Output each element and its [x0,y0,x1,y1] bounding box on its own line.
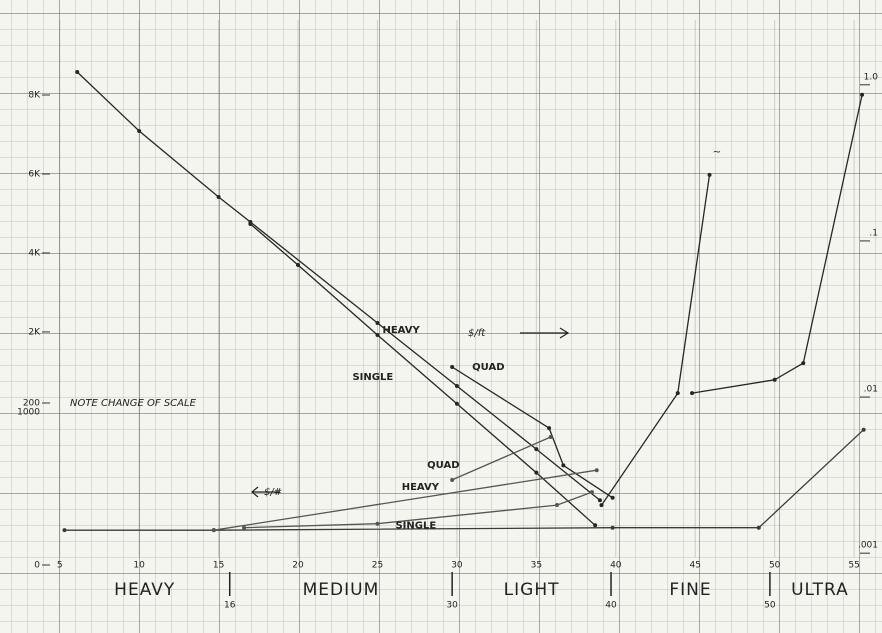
annotation-arrows [252,328,568,497]
data-point [375,333,379,337]
data-point [75,70,79,74]
band-label: HEAVY [114,580,175,600]
series-label: HEAVY [402,482,440,493]
data-point [690,391,694,395]
data-point [296,263,300,267]
x-tick-label: 35 [531,561,542,571]
x-tick-label: 55 [848,561,859,571]
series-label: SINGLE [395,521,436,532]
x-tick-label: 15 [213,561,224,571]
series-label: HEAVY [382,325,420,336]
data-point [549,435,553,439]
series-line [452,367,612,498]
data-point [757,526,761,530]
band-label: FINE [669,580,711,600]
data-point [450,365,454,369]
band-label: ULTRA [791,580,849,600]
x-tick-label: 20 [292,561,304,571]
y2-tick-label: .01 [864,385,878,395]
annotation: $/ft [468,328,486,339]
annotation: ~ [713,147,721,158]
annotation: NOTE CHANGE OF SCALE [70,398,197,409]
annotation: $/# [264,487,282,498]
data-point [375,321,379,325]
y-tick-label: 4K [28,248,41,258]
data-point [555,503,559,507]
data-point [534,471,538,475]
data-point [599,503,603,507]
chart: 02002K4K6K8K.001.01.11.05101520253035404… [0,0,882,633]
annotation: 1000 [17,408,40,418]
data-point [595,468,599,472]
series-label: SINGLE [352,372,393,383]
data-point [860,93,864,97]
band-label: LIGHT [504,580,560,600]
data-point [611,496,615,500]
data-point [676,391,680,395]
data-point [561,463,565,467]
x2-tick-label: 40 [605,601,617,611]
data-point [598,498,602,502]
data-point [590,490,594,494]
x2-tick-label: 50 [764,601,776,611]
series-line [602,175,710,505]
series-line [692,95,862,393]
data-point [455,402,459,406]
series-label: QUAD [427,460,459,471]
x-tick-label: 30 [451,561,463,571]
data-point [217,195,221,199]
x-tick-label: 40 [610,561,622,571]
x-tick-label: 45 [690,561,701,571]
data-point [801,361,805,365]
data-point [611,526,615,530]
y-tick-label: 6K [28,169,41,179]
data-point [593,523,597,527]
data-point [450,478,454,482]
series-line [77,72,600,500]
x2-tick-label: 30 [446,601,458,611]
x-tick-label: 25 [372,561,383,571]
x-tick-label: 50 [769,561,781,571]
data-point [455,384,459,388]
data-point [708,173,712,177]
arrow-right [520,328,568,338]
data-point [773,378,777,382]
data-point [534,447,538,451]
data-point [547,426,551,430]
data-point [375,522,379,526]
x2-tick-label: 16 [224,601,236,611]
data-point [212,528,216,532]
band-label: MEDIUM [303,580,380,600]
series-line [250,224,595,525]
y2-tick-label: .001 [858,541,878,551]
series-label: QUAD [472,362,504,373]
data-point [248,222,252,226]
y-tick-label: 0 [34,561,40,571]
data-point [62,528,66,532]
y2-tick-label: 1.0 [864,72,879,82]
y-tick-label: 2K [28,327,41,337]
x-tick-label: 5 [57,561,63,571]
y2-tick-label: .1 [869,228,878,238]
x-tick-label: 10 [133,561,145,571]
y-tick-label: 8K [28,91,41,101]
data-point [862,428,866,432]
data-point [137,129,141,133]
